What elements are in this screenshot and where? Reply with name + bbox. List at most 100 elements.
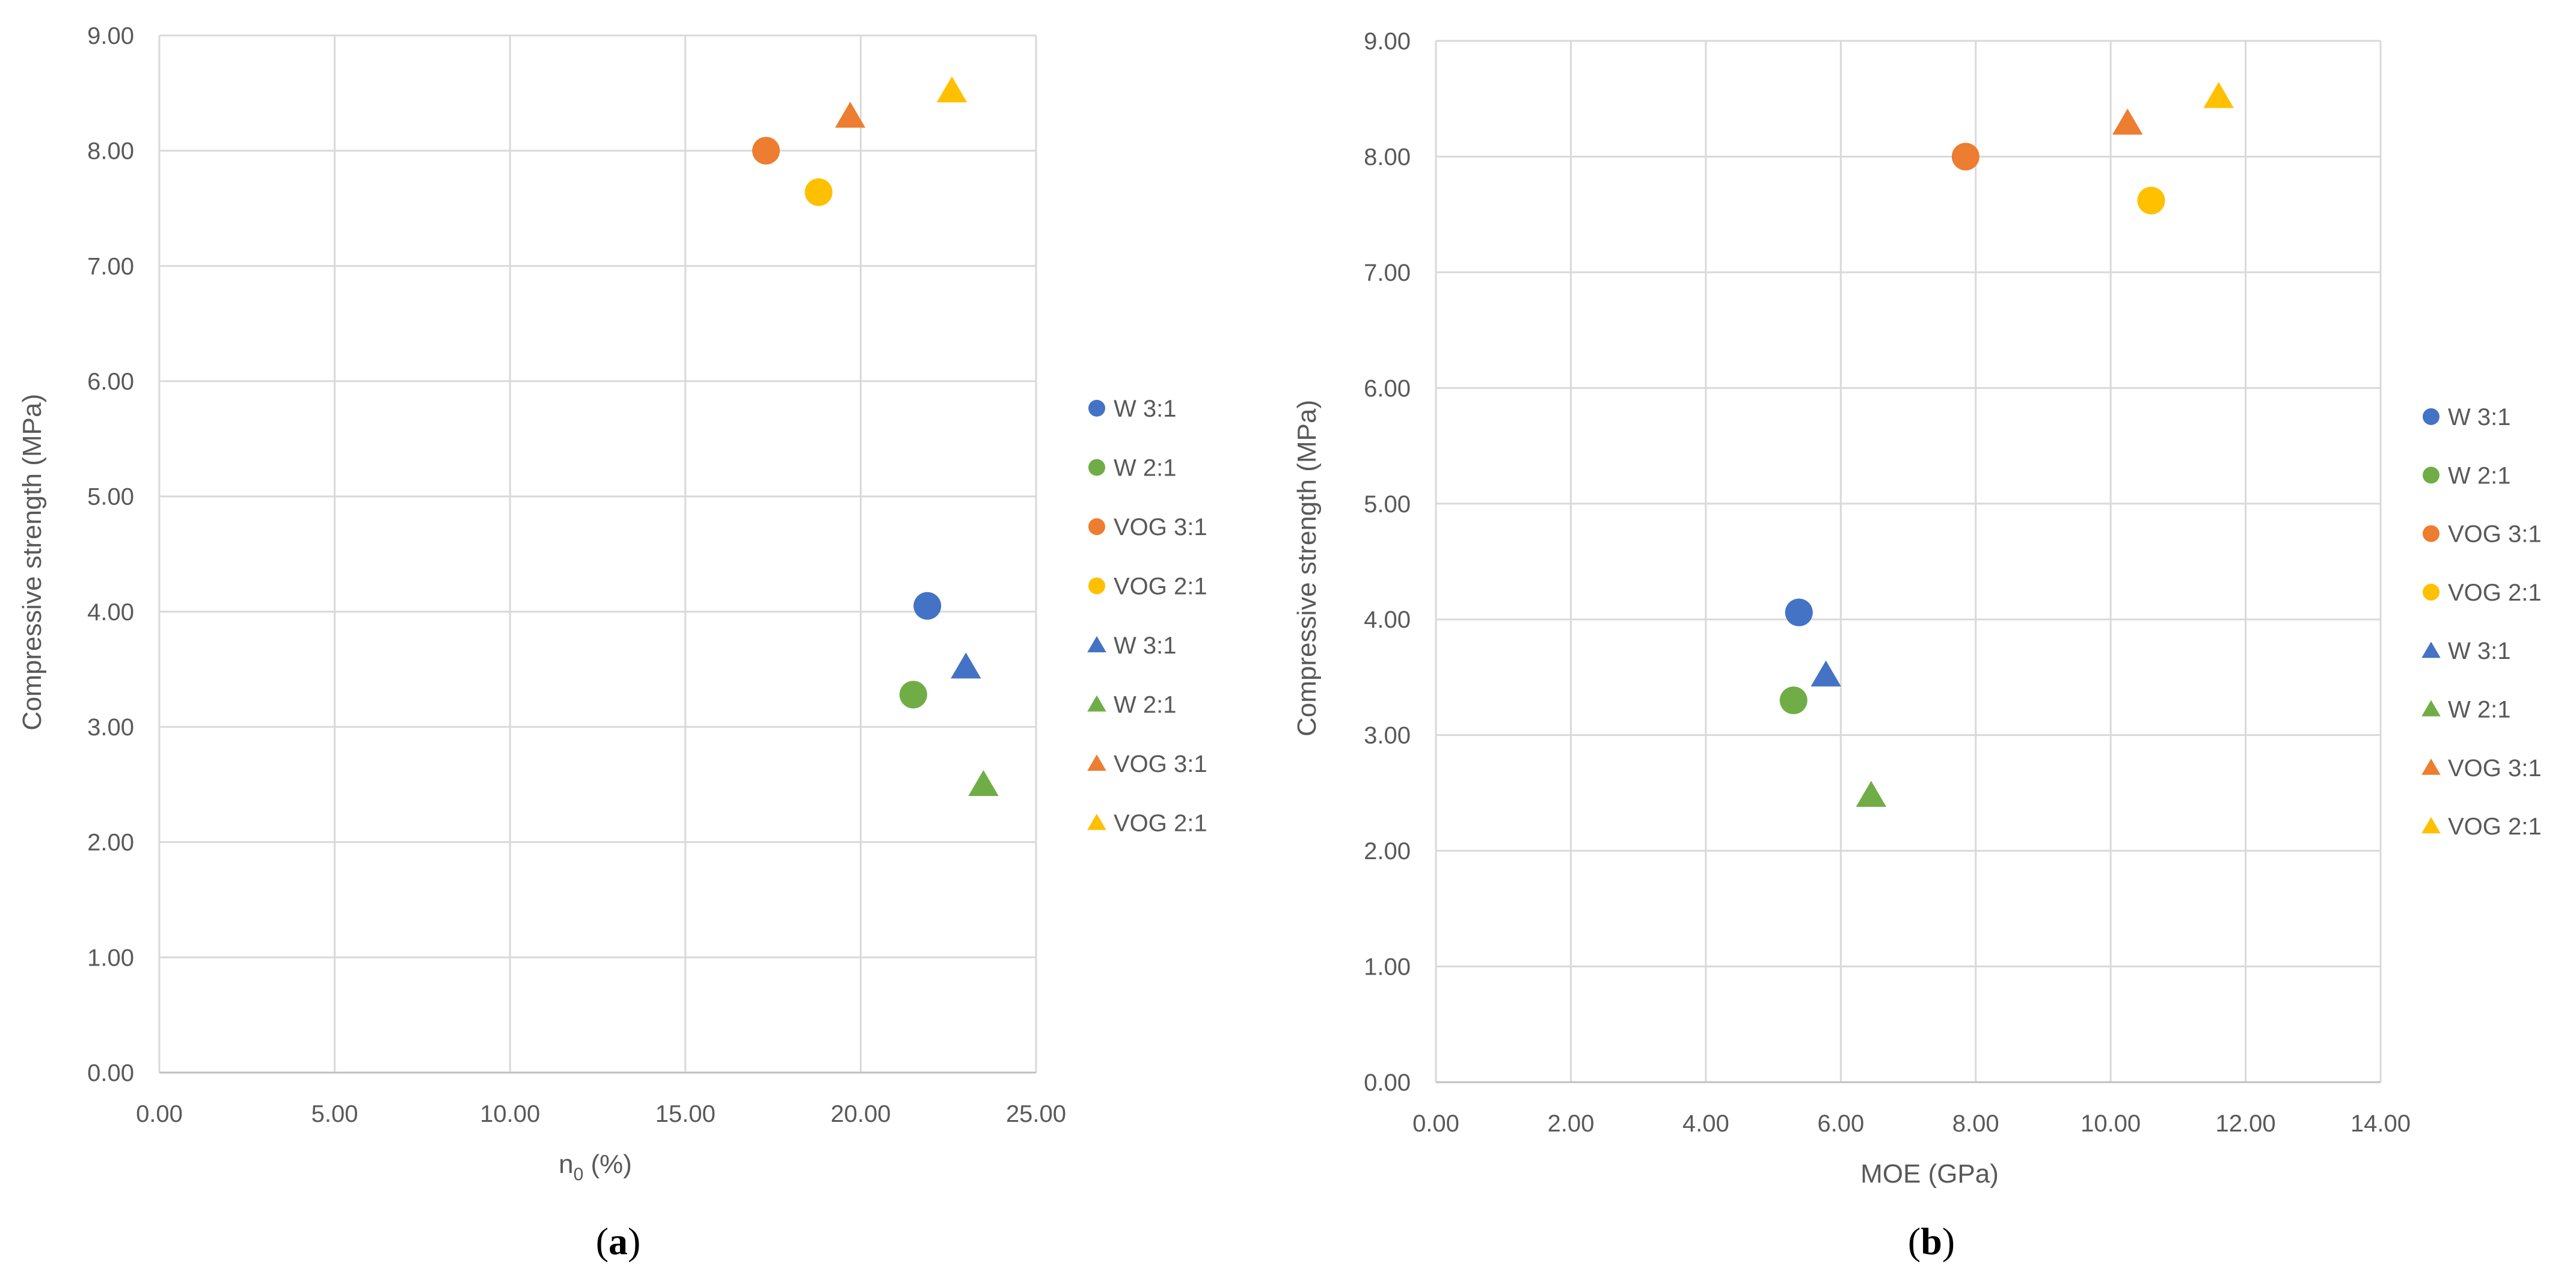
chart-b-y-ticks: 0.00 1.00 2.00 3.00 4.00 5.00 6.00 7.00 8.00 9.00 bbox=[1364, 28, 1411, 1096]
chart-b-svg: 0.00 1.00 2.00 3.00 4.00 5.00 6.00 7.00 8.00 9.00… bbox=[1292, 28, 2542, 1263]
chart-b-x-tick-label: 4.00 bbox=[1682, 1110, 1729, 1137]
chart-a-point-w-2-1-triangle bbox=[968, 770, 999, 797]
chart-a-point-w-2-1-circle bbox=[899, 681, 927, 709]
chart-b-x-tick-label: 6.00 bbox=[1817, 1110, 1864, 1137]
chart-a-x-tick-label: 20.00 bbox=[830, 1101, 891, 1127]
chart-a-legend-label: VOG 3:1 bbox=[1114, 751, 1207, 777]
chart-b-y-axis-label: Compressive strength (MPa) bbox=[1292, 400, 1322, 736]
chart-b-legend-marker-circle bbox=[2423, 408, 2440, 425]
chart-a-y-tick-label: 0.00 bbox=[87, 1060, 134, 1086]
chart-b-point-vog-2-1-circle bbox=[2137, 186, 2165, 215]
chart-a-x-tick-label: 10.00 bbox=[480, 1101, 540, 1127]
chart-b-legend-label: W 3:1 bbox=[2448, 404, 2510, 430]
chart-a-x-tick-label: 25.00 bbox=[1006, 1101, 1066, 1127]
chart-a-y-axis-label: Compressive strength (MPa) bbox=[17, 394, 47, 730]
chart-b-point-w-3-1-circle bbox=[1785, 598, 1813, 626]
chart-a-point-w-3-1-triangle bbox=[951, 652, 981, 679]
chart-a-point-vog-2-1-triangle bbox=[936, 76, 968, 103]
panel-b-label: (b) bbox=[1908, 1220, 1955, 1263]
chart-a-legend-label: W 3:1 bbox=[1114, 632, 1176, 659]
chart-b-legend-label: VOG 2:1 bbox=[2448, 580, 2542, 606]
chart-a-legend-label: VOG 2:1 bbox=[1114, 574, 1207, 600]
chart-b-point-vog-2-1-triangle bbox=[2203, 82, 2234, 108]
chart-a-point-vog-2-1-circle bbox=[805, 178, 833, 206]
chart-b-x-tick-label: 2.00 bbox=[1547, 1110, 1594, 1137]
chart-a-legend-marker-circle bbox=[1088, 518, 1105, 535]
chart-b-legend-label: W 2:1 bbox=[2448, 462, 2510, 489]
chart-a-y-tick-label: 5.00 bbox=[87, 484, 134, 510]
chart-a-svg: 0.00 1.00 2.00 3.00 4.00 5.00 6.00 7.00 8.00 9.00… bbox=[17, 23, 1207, 1263]
chart-a-legend-label: W 2:1 bbox=[1114, 455, 1176, 482]
chart-a-legend-label: VOG 2:1 bbox=[1114, 810, 1207, 837]
chart-a-y-tick-label: 3.00 bbox=[87, 714, 134, 741]
chart-b-legend-marker-circle bbox=[2423, 525, 2440, 542]
chart-b-x-tick-label: 14.00 bbox=[2351, 1110, 2411, 1137]
chart-a-x-ticks: 0.00 5.00 10.00 15.00 20.00 25.00 bbox=[136, 1101, 1066, 1127]
chart-b-y-tick-label: 8.00 bbox=[1364, 144, 1411, 170]
chart-a-legend-marker-triangle bbox=[1087, 695, 1106, 712]
panel-a: 0.00 1.00 2.00 3.00 4.00 5.00 6.00 7.00 8.00 9.00… bbox=[17, 23, 1207, 1263]
chart-b-y-tick-label: 1.00 bbox=[1364, 954, 1411, 981]
chart-a-legend-marker-circle bbox=[1088, 459, 1105, 476]
chart-a-y-tick-label: 9.00 bbox=[87, 23, 134, 49]
chart-a-points bbox=[752, 76, 999, 797]
chart-b-legend-marker-circle bbox=[2423, 583, 2440, 601]
chart-a-x-tick-label: 0.00 bbox=[136, 1101, 183, 1127]
chart-b-x-ticks: 0.00 2.00 4.00 6.00 8.00 10.00 12.00 14.00 bbox=[1412, 1110, 2411, 1137]
chart-a-y-tick-label: 4.00 bbox=[87, 599, 134, 625]
chart-b-y-tick-label: 3.00 bbox=[1364, 723, 1411, 749]
chart-b-point-w-2-1-triangle bbox=[1856, 780, 1886, 807]
chart-b-y-tick-label: 2.00 bbox=[1364, 838, 1411, 865]
chart-a-point-vog-3-1-circle bbox=[752, 136, 780, 165]
chart-b-y-tick-label: 4.00 bbox=[1364, 607, 1411, 633]
chart-b-x-tick-label: 10.00 bbox=[2081, 1110, 2141, 1137]
chart-a-legend-marker-circle bbox=[1088, 400, 1105, 417]
chart-a-y-tick-label: 6.00 bbox=[87, 369, 134, 395]
chart-a-legend-marker-triangle bbox=[1087, 813, 1106, 830]
chart-b-legend: W 3:1 W 2:1 VOG 3:1 VOG 2:1 W 3:1 W 2:1 VOG 3:… bbox=[2421, 404, 2542, 840]
chart-a-grid bbox=[158, 34, 1037, 1074]
chart-b-x-tick-label: 12.00 bbox=[2216, 1110, 2276, 1137]
chart-a-x-tick-label: 5.00 bbox=[311, 1101, 358, 1127]
panel-b: 0.00 1.00 2.00 3.00 4.00 5.00 6.00 7.00 8.00 9.00… bbox=[1288, 0, 2576, 1286]
chart-b-point-w-3-1-triangle bbox=[1811, 660, 1841, 687]
chart-a-x-tick-label: 15.00 bbox=[655, 1101, 716, 1127]
chart-b-point-w-2-1-circle bbox=[1779, 686, 1808, 714]
panel-a-label: (a) bbox=[596, 1220, 641, 1263]
chart-b-x-tick-label: 8.00 bbox=[1952, 1110, 1999, 1137]
chart-b-legend-label: W 3:1 bbox=[2448, 638, 2510, 664]
chart-a-y-tick-label: 1.00 bbox=[87, 945, 134, 971]
chart-a-point-vog-3-1-triangle bbox=[835, 102, 866, 128]
chart-b-points bbox=[1779, 82, 2234, 807]
chart-a-legend-marker-triangle bbox=[1087, 755, 1106, 771]
chart-b-x-axis-label: MOE (GPa) bbox=[1860, 1159, 1999, 1189]
chart-a-legend-label: VOG 3:1 bbox=[1114, 514, 1207, 540]
chart-b-legend-marker-triangle bbox=[2421, 758, 2441, 775]
chart-a-legend-label: W 2:1 bbox=[1114, 692, 1176, 718]
chart-b-y-tick-label: 0.00 bbox=[1364, 1070, 1411, 1096]
chart-b-x-tick-label: 0.00 bbox=[1412, 1110, 1459, 1137]
chart-a-legend: W 3:1 W 2:1 VOG 3:1 VOG 2:1 W 3:1 W 2:1 VOG 3:… bbox=[1087, 396, 1207, 837]
chart-a-y-tick-label: 7.00 bbox=[87, 253, 134, 280]
chart-b-legend-marker-triangle bbox=[2421, 700, 2441, 717]
chart-b-legend-label: VOG 3:1 bbox=[2448, 521, 2542, 548]
chart-a-point-w-3-1-circle bbox=[913, 592, 942, 620]
chart-b-y-tick-label: 6.00 bbox=[1364, 375, 1411, 402]
chart-a-x-axis-label: n0 (%) bbox=[559, 1150, 632, 1184]
chart-b-y-tick-label: 7.00 bbox=[1364, 260, 1411, 286]
chart-a-y-ticks: 0.00 1.00 2.00 3.00 4.00 5.00 6.00 7.00 8.00 9.00 bbox=[87, 23, 134, 1086]
chart-a-y-tick-label: 8.00 bbox=[87, 138, 134, 165]
chart-b-y-tick-label: 9.00 bbox=[1364, 28, 1411, 55]
chart-b-point-vog-3-1-circle bbox=[1951, 142, 1980, 171]
chart-b-legend-label: W 2:1 bbox=[2448, 697, 2510, 723]
chart-a-legend-marker-circle bbox=[1088, 577, 1105, 595]
chart-b-legend-label: VOG 2:1 bbox=[2448, 813, 2542, 840]
chart-b-legend-label: VOG 3:1 bbox=[2448, 755, 2542, 782]
chart-a-y-tick-label: 2.00 bbox=[87, 830, 134, 856]
chart-b-grid bbox=[1435, 40, 2382, 1083]
chart-b-legend-marker-triangle bbox=[2421, 817, 2441, 834]
chart-a-legend-label: W 3:1 bbox=[1114, 396, 1176, 422]
chart-b-legend-marker-circle bbox=[2423, 467, 2440, 484]
chart-a-legend-marker-triangle bbox=[1087, 636, 1106, 652]
